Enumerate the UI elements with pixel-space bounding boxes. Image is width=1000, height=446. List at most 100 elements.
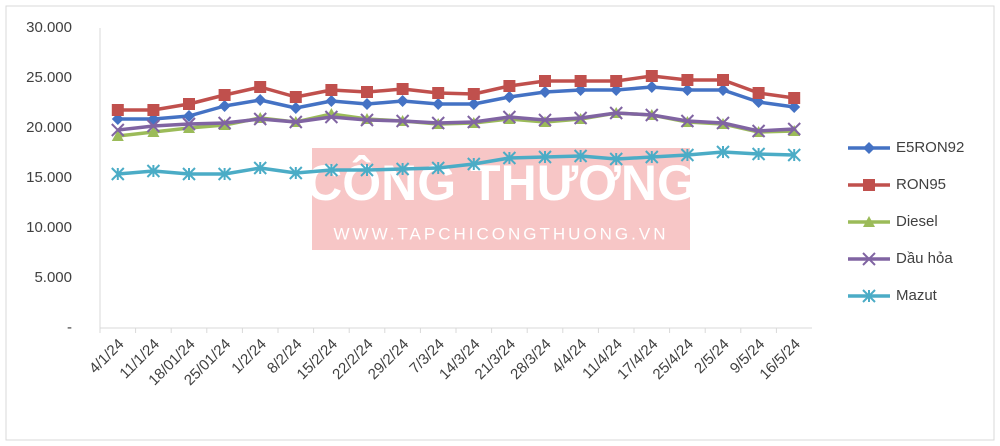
marker	[467, 115, 481, 129]
legend-label: Diesel	[896, 213, 938, 230]
marker	[325, 84, 338, 96]
marker	[502, 110, 517, 124]
legend-label: Mazut	[896, 287, 938, 304]
marker	[217, 116, 232, 130]
marker	[324, 110, 339, 124]
marker	[539, 86, 551, 98]
marker	[396, 83, 409, 95]
marker	[182, 117, 196, 131]
marker	[325, 95, 338, 107]
marker	[396, 95, 409, 107]
marker	[681, 84, 694, 96]
watermark-title: CÔNG THƯƠNG	[306, 154, 696, 211]
marker	[147, 126, 160, 137]
marker	[254, 81, 267, 93]
marker	[502, 151, 517, 165]
marker	[573, 111, 588, 125]
series-line	[117, 111, 795, 133]
marker	[467, 157, 481, 171]
marker	[361, 98, 373, 110]
y-tick-label: 15.000	[26, 169, 72, 186]
marker	[680, 114, 695, 128]
marker	[395, 162, 410, 176]
marker	[360, 113, 374, 127]
marker	[716, 145, 730, 159]
y-tick-label: 30.000	[26, 19, 72, 36]
marker	[503, 91, 516, 103]
marker	[752, 87, 765, 99]
marker	[538, 113, 552, 127]
marker	[217, 167, 232, 181]
marker	[574, 75, 587, 87]
marker	[289, 91, 302, 103]
marker	[863, 216, 875, 227]
marker	[751, 147, 766, 161]
y-tick-label: 20.000	[26, 119, 72, 136]
marker	[289, 166, 303, 180]
marker	[787, 122, 801, 136]
marker	[360, 163, 374, 177]
marker	[218, 89, 231, 101]
marker	[111, 123, 125, 137]
marker	[717, 84, 729, 96]
marker	[573, 149, 588, 163]
marker	[788, 92, 801, 104]
marker	[609, 152, 623, 166]
marker	[467, 88, 480, 100]
marker	[539, 75, 551, 87]
marker	[862, 289, 876, 303]
y-tick-label: -	[67, 319, 72, 336]
marker	[395, 114, 410, 128]
marker	[183, 110, 195, 122]
marker	[503, 80, 516, 92]
marker	[863, 142, 875, 154]
marker	[324, 163, 339, 177]
legend-label: RON95	[896, 176, 946, 193]
marker	[111, 130, 124, 141]
marker	[111, 104, 124, 116]
marker	[862, 252, 876, 266]
marker	[431, 116, 445, 130]
marker	[253, 161, 267, 175]
marker	[432, 98, 445, 110]
marker	[146, 164, 161, 178]
marker	[680, 148, 695, 162]
watermark-url: WWW.TAPCHICONGTHUONG.VN	[334, 224, 669, 243]
marker	[609, 106, 623, 120]
marker	[716, 116, 730, 130]
marker	[645, 81, 658, 93]
marker	[432, 87, 445, 99]
marker	[218, 100, 231, 112]
marker	[717, 74, 729, 86]
marker	[183, 98, 195, 110]
legend-label: Dầu hỏa	[896, 250, 953, 267]
marker	[289, 115, 303, 129]
marker	[645, 150, 659, 164]
marker	[111, 167, 125, 181]
marker	[863, 179, 875, 191]
marker	[538, 150, 552, 164]
marker	[645, 108, 659, 122]
marker	[645, 70, 658, 82]
y-tick-label: 5.000	[34, 269, 72, 286]
marker	[147, 104, 160, 116]
y-tick-label: 10.000	[26, 219, 72, 236]
watermark: CÔNG THƯƠNG WWW.TAPCHICONGTHUONG.VN	[306, 148, 696, 250]
marker	[610, 75, 623, 87]
marker	[254, 94, 267, 106]
marker	[289, 102, 302, 114]
marker	[182, 167, 196, 181]
marker	[431, 161, 445, 175]
marker	[146, 119, 161, 133]
series-line	[117, 150, 795, 176]
chart-border	[5, 5, 995, 441]
marker	[183, 122, 195, 133]
marker	[787, 148, 801, 162]
marker	[253, 112, 267, 126]
marker	[467, 98, 480, 110]
y-tick-label: 25.000	[26, 69, 72, 86]
marker	[751, 124, 766, 138]
watermark-box	[312, 148, 690, 250]
